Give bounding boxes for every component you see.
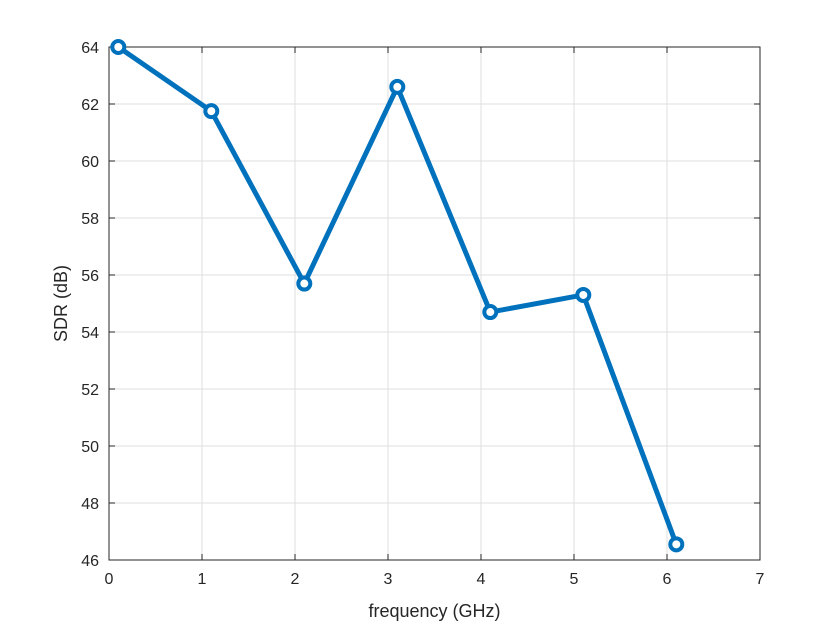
y-tick-label: 62 (81, 97, 99, 114)
data-point (575, 286, 592, 303)
data-point (296, 275, 313, 292)
y-tick-label: 46 (81, 553, 99, 570)
data-point (482, 304, 499, 321)
x-tick-label: 4 (477, 571, 486, 588)
x-tick-labels: 0 1 2 3 4 5 6 7 (105, 571, 765, 588)
x-tick-label: 0 (105, 571, 114, 588)
x-tick-label: 6 (663, 571, 672, 588)
data-point (110, 39, 127, 55)
x-tick-label: 2 (291, 571, 300, 588)
plot-area (108, 39, 761, 561)
y-tick-label: 64 (81, 40, 99, 57)
x-axis-label: frequency (GHz) (368, 601, 500, 621)
axes-box (108, 46, 761, 561)
tick-marks (108, 46, 761, 561)
y-axis-label: SDR (dB) (51, 265, 71, 342)
y-tick-labels: 46 48 50 52 54 56 58 60 62 64 (81, 40, 99, 570)
y-tick-label: 50 (81, 439, 99, 456)
x-tick-label: 1 (198, 571, 207, 588)
series-layer (110, 39, 685, 553)
x-tick-label: 7 (756, 571, 765, 588)
y-tick-label: 52 (81, 382, 99, 399)
data-point (668, 536, 685, 553)
y-tick-label: 54 (81, 325, 99, 342)
axes-background (109, 47, 760, 560)
x-tick-label: 5 (570, 571, 579, 588)
data-point (389, 78, 406, 95)
y-tick-label: 48 (81, 496, 99, 513)
x-tick-label: 3 (384, 571, 393, 588)
data-point (203, 103, 220, 120)
y-tick-label: 58 (81, 211, 99, 228)
y-tick-label: 56 (81, 268, 99, 285)
y-tick-label: 60 (81, 154, 99, 171)
